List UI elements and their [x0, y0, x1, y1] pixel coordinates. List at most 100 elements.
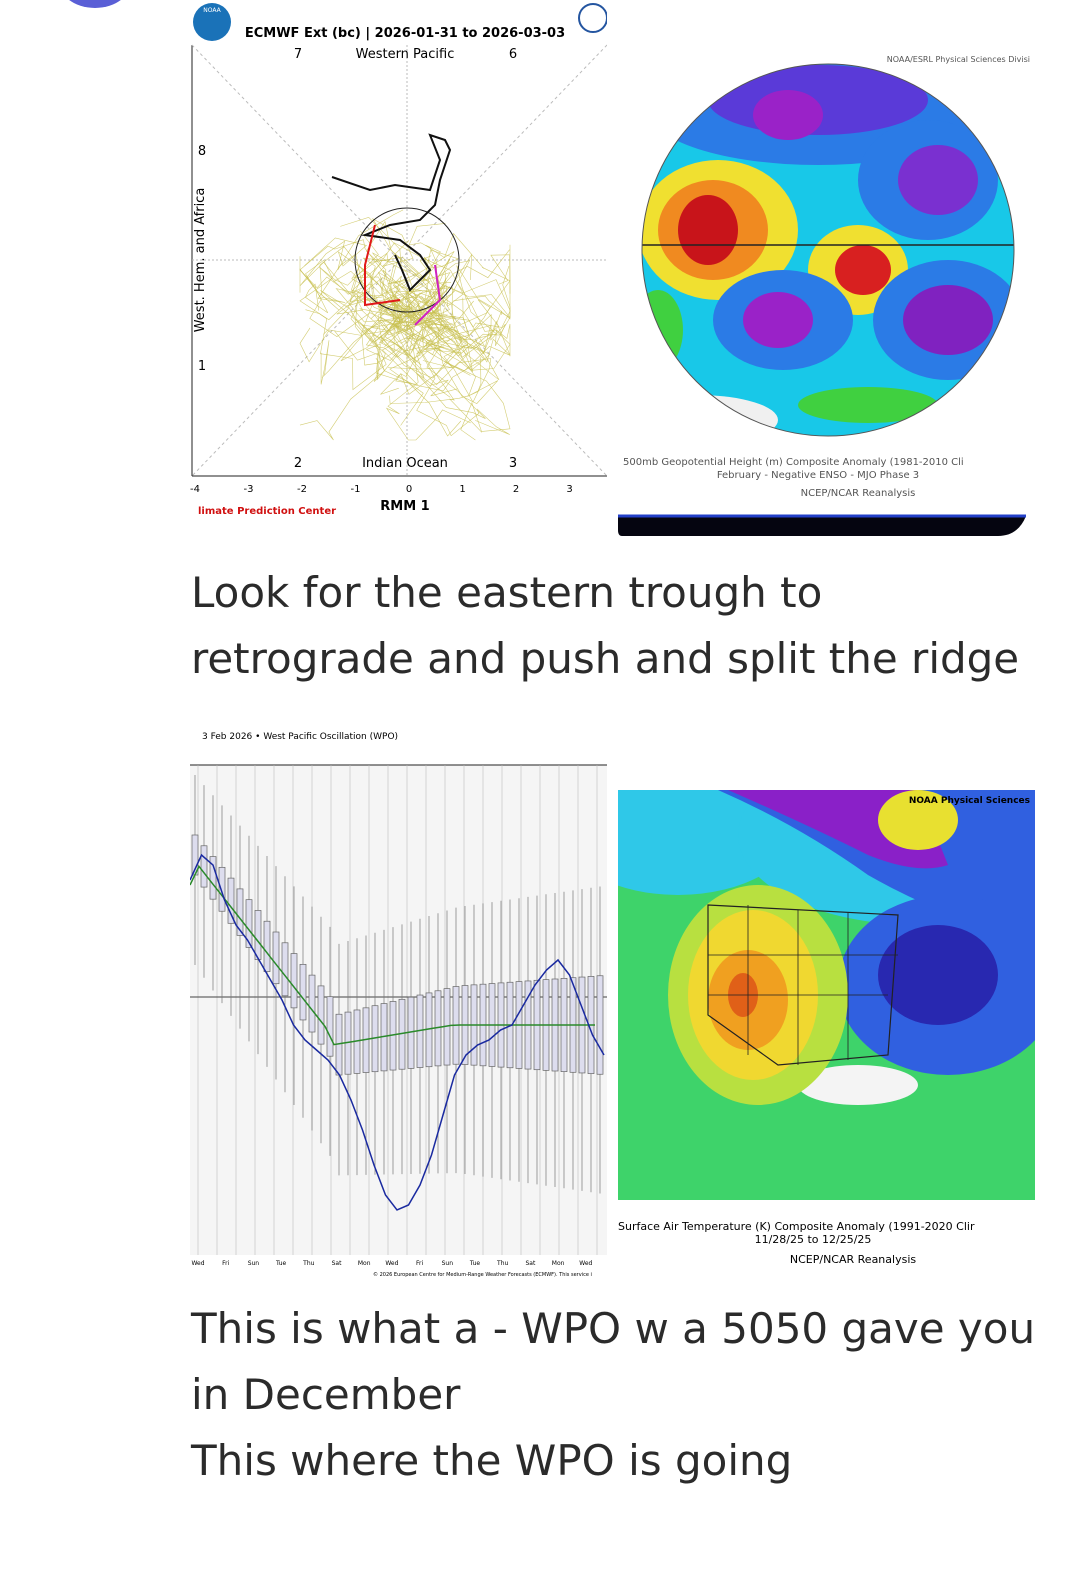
crosshair — [192, 45, 607, 476]
ensemble-track — [427, 279, 511, 331]
box — [281, 942, 289, 997]
paragraph: This is what a - WPO w a 5050 gave you i… — [191, 1296, 1035, 1494]
box — [272, 931, 280, 985]
ensemble-track — [401, 251, 469, 336]
ensemble-track — [430, 313, 511, 357]
weekday-label: Tue — [275, 1260, 287, 1267]
diagonal — [191, 44, 607, 477]
box — [200, 845, 208, 888]
ensemble-track — [304, 237, 402, 366]
ensemble-track — [419, 265, 511, 339]
ensemble-track — [389, 290, 424, 426]
logo-text: NOAA — [203, 7, 221, 14]
ensemble-track — [332, 265, 434, 344]
x-tick-label: 0 — [406, 484, 412, 495]
box — [290, 953, 298, 1009]
mean-track — [331, 133, 452, 292]
phase-label: 3 — [509, 456, 517, 471]
ensemble-track — [334, 316, 419, 381]
ensemble-track — [345, 279, 456, 329]
x-tick-label: -3 — [244, 484, 254, 495]
x-tick-label: -4 — [190, 484, 200, 495]
credit: NOAA Physical Sciences — [909, 796, 1030, 806]
ensemble-track — [299, 291, 434, 363]
ensemble-track — [336, 257, 431, 315]
ensemble-track — [378, 300, 462, 437]
weekday-label: Wed — [579, 1260, 592, 1267]
weekday-label: Fri — [416, 1260, 423, 1267]
ensemble-track — [299, 259, 402, 337]
ensemble-track — [380, 303, 437, 395]
phase-label: 1 — [198, 359, 206, 374]
ensemble-track — [359, 258, 451, 327]
ensemble-track — [377, 264, 450, 352]
box — [218, 866, 226, 912]
text-line: This where the WPO is going — [191, 1436, 793, 1485]
weekday-label: Mon — [552, 1260, 565, 1267]
box — [209, 856, 217, 900]
control-run — [190, 853, 605, 1211]
box — [254, 910, 262, 960]
text-line: retrograde and push and split the ridge — [191, 634, 1020, 683]
ensemble-track — [299, 269, 385, 314]
region-label: Western Pacific — [356, 47, 455, 62]
ensemble-mean — [190, 864, 595, 1046]
nws-logo — [578, 3, 607, 33]
caption-line: 11/28/25 to 12/25/25 — [755, 1233, 872, 1246]
box — [317, 985, 325, 1045]
phase-label: 8 — [198, 144, 206, 159]
x-tick-label: 1 — [459, 484, 465, 495]
box — [227, 877, 235, 924]
ensemble-track — [434, 253, 511, 371]
ensemble-track — [427, 254, 511, 357]
avatar — [69, 0, 121, 8]
weekday-label: Sat — [525, 1260, 535, 1267]
weekday-label: Fri — [222, 1260, 229, 1267]
paragraph: Look for the eastern trough to retrograd… — [191, 560, 1019, 692]
unit-circle — [354, 207, 460, 313]
weekday-label: Sun — [248, 1260, 260, 1267]
ensemble-track — [396, 287, 463, 395]
ensemble-track — [402, 345, 492, 403]
avatar-circle — [69, 0, 121, 8]
ensemble-track — [320, 301, 408, 385]
box — [596, 975, 604, 1075]
ensemble-track — [361, 319, 421, 382]
box — [299, 963, 307, 1021]
wpo-chart-image: 3 Feb 2026 • West Pacific Oscillation (W… — [190, 725, 607, 1285]
text-line: in December — [191, 1370, 461, 1419]
forecast-track — [414, 264, 442, 326]
ensemble-track — [299, 209, 404, 295]
credit: NOAA/ESRL Physical Sciences Divisi — [887, 55, 1030, 64]
region-label: Indian Ocean — [362, 456, 448, 471]
text-line: Look for the eastern trough to — [191, 568, 823, 617]
caption-line: Surface Air Temperature (K) Composite An… — [618, 1220, 975, 1233]
box — [236, 888, 244, 936]
y-axis-label: West. Hem. and Africa — [193, 188, 208, 333]
weekday-label: Wed — [191, 1260, 204, 1267]
mjo-image: NOAA ECMWF Ext (bc) | 2026-01-31 to 2026… — [190, 0, 607, 520]
phase-label: 2 — [294, 456, 302, 471]
credit: limate Prediction Center — [198, 506, 336, 517]
weekday-label: Wed — [385, 1260, 398, 1267]
chart-title: 3 Feb 2026 • West Pacific Oscillation (W… — [202, 732, 398, 742]
weekday-label: Sat — [332, 1260, 342, 1267]
temperature-anomaly-map: NOAA Physical Sciences Surface Air Tempe… — [618, 725, 1035, 1285]
x-axis-label: RMM 1 — [380, 499, 429, 514]
ensemble-track — [385, 328, 471, 441]
x-tick-label: -2 — [297, 484, 307, 495]
caption-line: NCEP/NCAR Reanalysis — [790, 1253, 916, 1266]
mjo-title: ECMWF Ext (bc) | 2026-01-31 to 2026-03-0… — [245, 26, 565, 41]
x-tick-label: -1 — [351, 484, 361, 495]
credit: © 2026 European Centre for Medium-Range … — [373, 1271, 592, 1278]
caption-line: February - Negative ENSO - MJO Phase 3 — [717, 470, 919, 481]
ensemble-track — [305, 309, 422, 391]
box — [245, 899, 253, 948]
caption-line: NCEP/NCAR Reanalysis — [801, 488, 916, 499]
ensemble-track — [382, 269, 459, 351]
weekday-label: Sun — [442, 1260, 454, 1267]
weekday-label: Thu — [302, 1260, 314, 1267]
ensemble-track — [364, 249, 474, 335]
observed-track — [364, 224, 401, 307]
ensemble-track — [299, 246, 383, 311]
